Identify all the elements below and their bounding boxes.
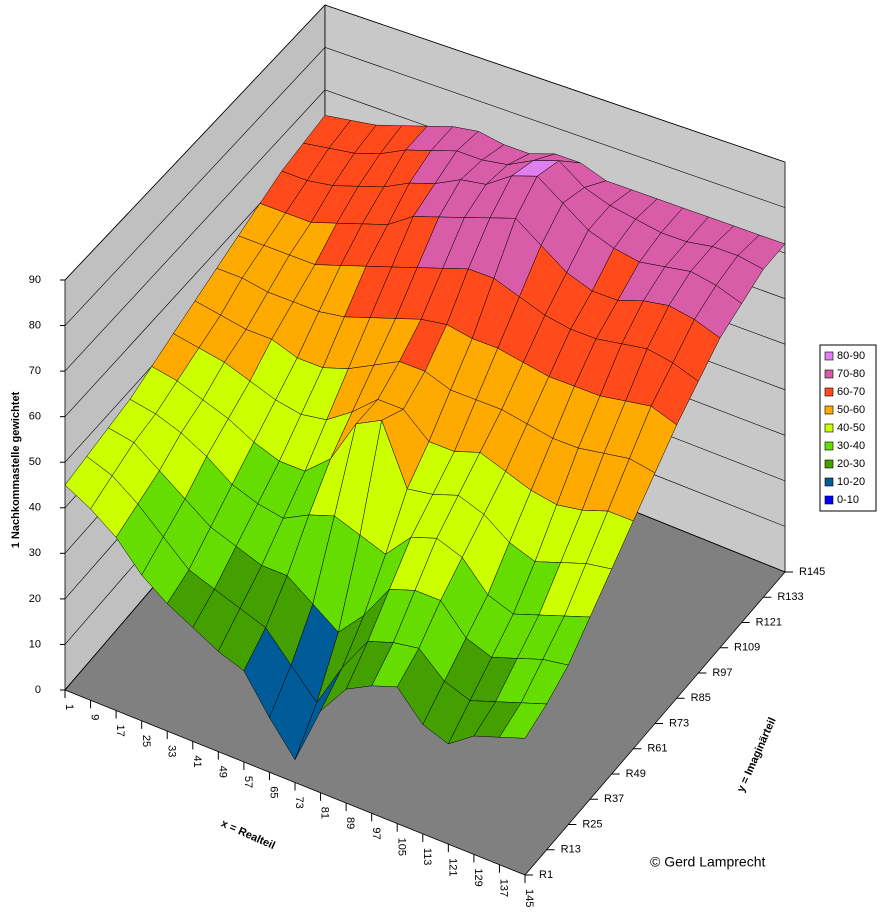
x-tick-label: 105 [395,838,407,856]
x-tick-label: 9 [89,714,101,720]
legend-swatch [824,423,834,433]
y-tick-label: R61 [647,743,667,755]
legend-swatch [824,441,834,451]
x-tick-label: 89 [344,817,356,829]
z-tick-label: 30 [29,547,41,559]
legend-label: 60-70 [837,386,865,398]
surface [64,115,786,761]
z-tick-label: 70 [29,365,41,377]
y-tick-label: R73 [669,717,689,729]
legend-label: 80-90 [837,350,865,362]
x-tick-label: 41 [191,755,203,767]
z-tick-label: 20 [29,593,41,605]
x-tick-label: 73 [293,797,305,809]
z-tick-label: 40 [29,502,41,514]
legend-label: 40-50 [837,422,865,434]
z-tick-label: 80 [29,319,41,331]
z-tick-label: 50 [29,456,41,468]
legend-label: 30-40 [837,440,865,452]
legend-label: 50-60 [837,404,865,416]
x-tick-label: 97 [370,827,382,839]
legend: 80-90 70-80 60-70 50-60 40-50 30-40 20-30 10-20… [819,344,877,512]
x-tick-label: 1 [63,704,75,710]
z-tick-label: 0 [35,684,41,696]
x-tick-label: 65 [268,786,280,798]
legend-swatch [824,459,834,469]
y-tick-label: R145 [799,566,825,578]
z-tick-label: 60 [29,411,41,423]
credit: © Gerd Lamprecht [650,854,765,870]
x-tick-label: 49 [216,766,228,778]
y-tick-label: R37 [604,793,624,805]
z-tick-label: 10 [29,638,41,650]
grid-line [64,47,786,326]
x-tick-label: 57 [242,776,254,788]
x-tick-label: 145 [523,889,535,907]
legend-swatch [824,477,834,487]
legend-swatch [824,351,834,361]
x-tick-label: 17 [114,725,126,737]
legend-label: 0-10 [837,494,859,506]
y-tick-label: R97 [712,667,732,679]
surface-cell [498,702,548,739]
y-tick-label: R49 [626,768,646,780]
legend-label: 10-20 [837,476,865,488]
legend-label: 20-30 [837,458,865,470]
y-tick-label: R25 [582,818,602,830]
y-tick-label: R85 [691,692,711,704]
y-tick-label: R121 [756,616,782,628]
x-tick-label: 121 [446,858,458,876]
y-axis-title: y = Imaginärteil [735,716,779,794]
x-tick-label: 25 [140,735,152,747]
legend-swatch [824,387,834,397]
legend-swatch [824,405,834,415]
x-axis-title: x = Realteil [219,818,277,852]
x-tick-label: 33 [165,745,177,757]
axes: 0 10 20 30 40 50 60 70 80 90 1 9 17 25 33 41 49 57 65 73 81 8… [29,274,826,907]
legend-swatch [824,369,834,379]
y-tick-label: R13 [561,844,581,856]
x-tick-label: 137 [498,879,510,897]
x-tick-label: 113 [421,848,433,866]
legend-label: 70-80 [837,368,865,380]
z-axis-title: 1 Nachkommastelle gewichtet [10,391,22,548]
y-tick-label: R1 [539,869,553,881]
grid-line [64,4,786,281]
x-tick-label: 129 [472,868,484,886]
y-tick-label: R109 [734,642,760,654]
y-tick-label: R133 [777,591,803,603]
x-tick-label: 81 [319,807,331,819]
z-tick-label: 90 [29,274,41,286]
legend-swatch [824,495,834,505]
